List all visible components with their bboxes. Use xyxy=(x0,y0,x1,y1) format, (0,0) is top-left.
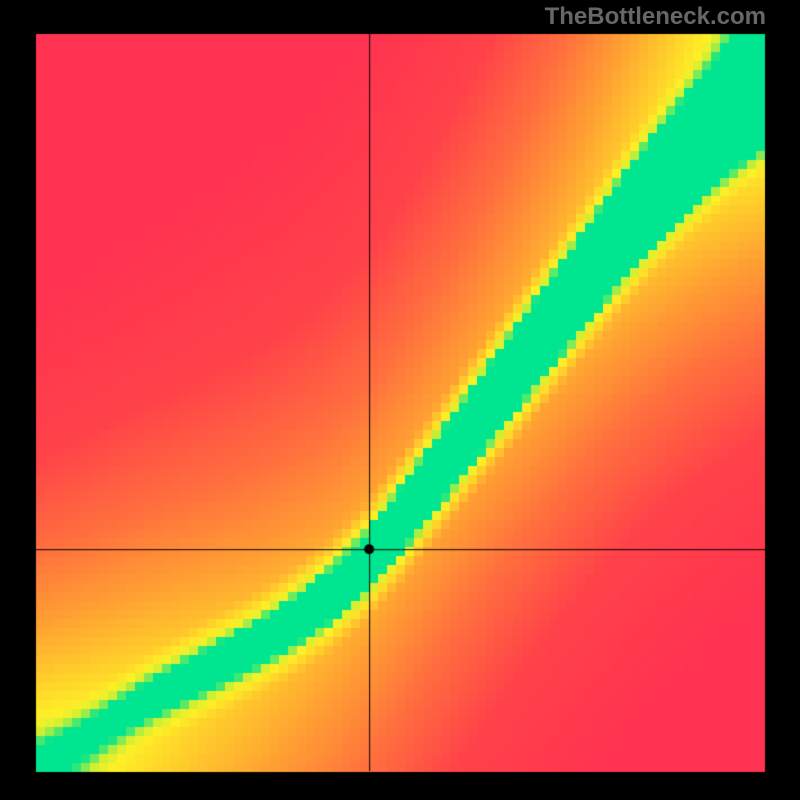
watermark-text: TheBottleneck.com xyxy=(545,3,766,31)
chart-container: TheBottleneck.com xyxy=(0,0,800,800)
heatmap-canvas xyxy=(0,0,800,800)
